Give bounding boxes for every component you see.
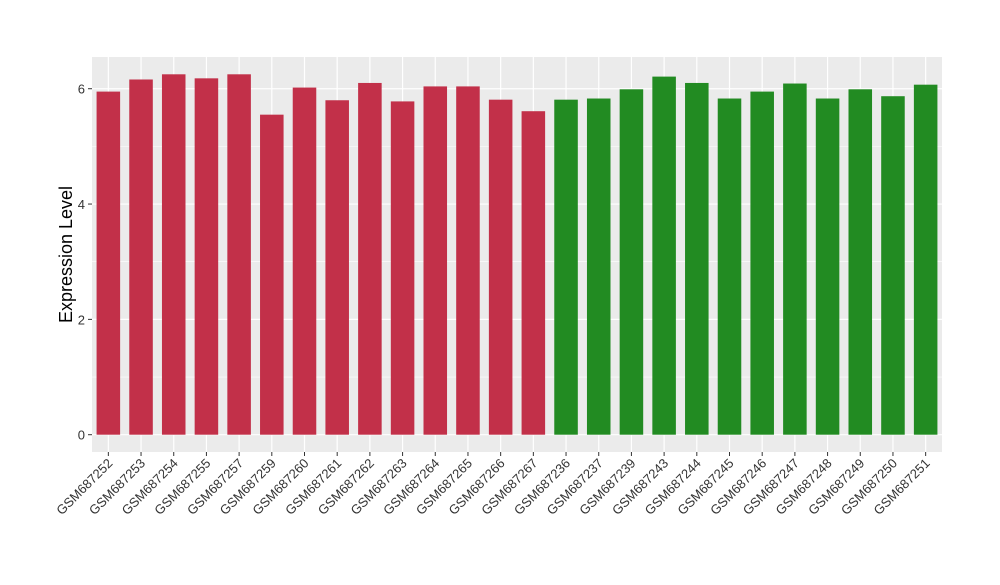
bars [96,74,938,435]
y-axis: 0 2 4 6 [78,82,92,443]
y-tick-label: 4 [78,197,85,212]
bar-GSM687265 [456,86,480,435]
y-axis-label: Expression Level [56,186,76,323]
bar-GSM687262 [358,82,382,435]
bar-GSM687254 [161,74,186,435]
y-tick-label: 0 [78,428,85,443]
bar-GSM687239 [619,89,644,435]
bar-GSM687264 [423,86,448,435]
bar-GSM687251 [913,84,938,435]
bar-GSM687263 [390,101,415,435]
bar-GSM687244 [685,82,709,435]
bar-GSM687250 [881,96,905,435]
bar-GSM687267 [521,111,546,435]
bar-GSM687259 [260,114,284,435]
bar-GSM687266 [488,99,513,435]
bar-GSM687236 [554,99,578,435]
y-tick-label: 6 [78,82,85,97]
bar-GSM687248 [815,98,840,435]
plot-panel [92,57,942,452]
x-axis: GSM687252GSM687253GSM687254GSM687255GSM6… [53,452,933,518]
y-tick-label: 2 [78,312,85,327]
bar-GSM687253 [129,79,153,435]
bar-GSM687246 [750,91,774,435]
bar-GSM687245 [717,98,742,435]
bar-GSM687237 [586,98,611,435]
bar-GSM687255 [194,78,219,435]
bar-GSM687247 [783,83,807,435]
bar-GSM687260 [292,87,317,435]
bar-GSM687252 [96,91,121,435]
bar-GSM687243 [652,76,676,435]
bar-GSM687249 [848,89,873,435]
bar-GSM687257 [227,74,251,435]
bar-GSM687261 [325,100,349,435]
